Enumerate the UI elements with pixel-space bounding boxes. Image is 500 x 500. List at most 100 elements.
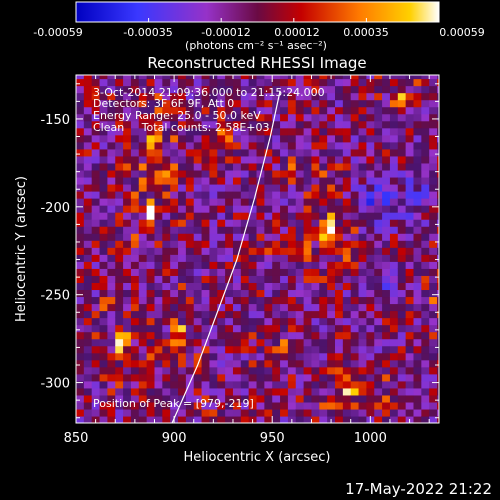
heatmap-cell	[358, 99, 367, 108]
heatmap-cell	[99, 240, 108, 248]
heatmap-cell	[130, 324, 140, 333]
heatmap-cell	[389, 99, 399, 108]
heatmap-cell	[366, 338, 375, 347]
heatmap-cell	[154, 127, 163, 136]
heatmap-cell	[83, 296, 93, 305]
heatmap-cell	[193, 373, 203, 382]
heatmap-cell	[327, 205, 336, 213]
heatmap-cell	[311, 282, 320, 291]
heatmap-cell	[319, 169, 328, 178]
heatmap-cell	[232, 261, 242, 269]
heatmap-cell	[248, 120, 258, 129]
heatmap-cell	[437, 120, 439, 129]
heatmap-cell	[225, 317, 234, 326]
heatmap-cell	[303, 92, 313, 101]
heatmap-cell	[83, 240, 93, 248]
heatmap-cell	[374, 247, 383, 255]
heatmap-cell	[115, 176, 124, 185]
heatmap-cell	[429, 338, 438, 347]
heatmap-cell	[280, 247, 289, 255]
heatmap-cell	[389, 212, 399, 220]
heatmap-cell	[123, 282, 132, 291]
heatmap-cell	[413, 155, 422, 164]
heatmap-cell	[335, 155, 344, 164]
heatmap-cell	[287, 113, 297, 122]
heatmap-cell	[405, 359, 415, 368]
heatmap-cell	[303, 226, 313, 234]
heatmap-cell	[311, 75, 320, 80]
heatmap-cell	[405, 205, 415, 213]
heatmap-cell	[303, 359, 313, 368]
heatmap-cell	[335, 148, 344, 157]
heatmap-cell	[264, 338, 273, 347]
heatmap-cell	[311, 134, 320, 143]
heatmap-cell	[193, 324, 203, 333]
heatmap-cell	[358, 106, 367, 115]
heatmap-cell	[107, 366, 116, 375]
heatmap-cell	[421, 183, 430, 192]
heatmap-cell	[170, 205, 179, 213]
heatmap-cell	[185, 127, 195, 136]
heatmap-cell	[295, 233, 305, 241]
heatmap-cell	[185, 78, 195, 87]
heatmap-cell	[115, 324, 124, 333]
heatmap-cell	[225, 338, 234, 347]
heatmap-cell	[389, 401, 399, 410]
heatmap-cell	[185, 394, 195, 403]
heatmap-cell	[193, 162, 203, 171]
heatmap-cell	[170, 120, 179, 129]
heatmap-cell	[232, 303, 242, 312]
heatmap-cell	[280, 359, 289, 368]
colorbar-tick-label: 0.00012	[274, 26, 320, 39]
heatmap-cell	[185, 226, 195, 234]
heatmap-cell	[272, 331, 281, 340]
heatmap-cell	[91, 176, 101, 185]
heatmap-cell	[83, 247, 93, 255]
heatmap-cell	[358, 205, 367, 213]
heatmap-cell	[437, 338, 439, 347]
heatmap-cell	[138, 352, 148, 361]
heatmap-cell	[146, 183, 156, 192]
heatmap-cell	[217, 373, 226, 382]
heatmap-cell	[256, 303, 265, 312]
heatmap-cell	[421, 310, 430, 319]
heatmap-cell	[138, 198, 148, 206]
heatmap-cell	[99, 106, 108, 115]
heatmap-cell	[374, 261, 383, 269]
heatmap-cell	[287, 162, 297, 171]
heatmap-cell	[327, 120, 336, 129]
heatmap-cell	[413, 289, 422, 298]
heatmap-cell	[397, 317, 407, 326]
heatmap-cell	[335, 345, 344, 354]
heatmap-cell	[437, 303, 439, 312]
heatmap-cell	[264, 415, 273, 423]
heatmap-cell	[256, 408, 265, 417]
heatmap-cell	[240, 380, 250, 389]
heatmap-cell	[335, 219, 344, 227]
heatmap-cell	[429, 176, 438, 185]
heatmap-cell	[115, 401, 124, 410]
heatmap-cell	[240, 85, 250, 94]
heatmap-cell	[256, 92, 265, 101]
heatmap-cell	[170, 275, 179, 283]
heatmap-cell	[382, 289, 391, 298]
heatmap-cell	[91, 268, 101, 276]
heatmap-cell	[83, 205, 93, 213]
heatmap-cell	[217, 134, 226, 143]
heatmap-cell	[350, 75, 360, 80]
heatmap-cell	[209, 268, 218, 276]
heatmap-cell	[91, 401, 101, 410]
heatmap-cell	[421, 254, 430, 262]
heatmap-cell	[405, 155, 415, 164]
heatmap-cell	[272, 317, 281, 326]
heatmap-cell	[209, 99, 218, 108]
heatmap-cell	[130, 92, 140, 101]
heatmap-cell	[91, 78, 101, 87]
heatmap-cell	[358, 282, 367, 291]
heatmap-cell	[280, 226, 289, 234]
heatmap-cell	[303, 408, 313, 417]
heatmap-cell	[185, 155, 195, 164]
heatmap-cell	[115, 169, 124, 178]
heatmap-cell	[99, 141, 108, 150]
heatmap-cell	[397, 296, 407, 305]
